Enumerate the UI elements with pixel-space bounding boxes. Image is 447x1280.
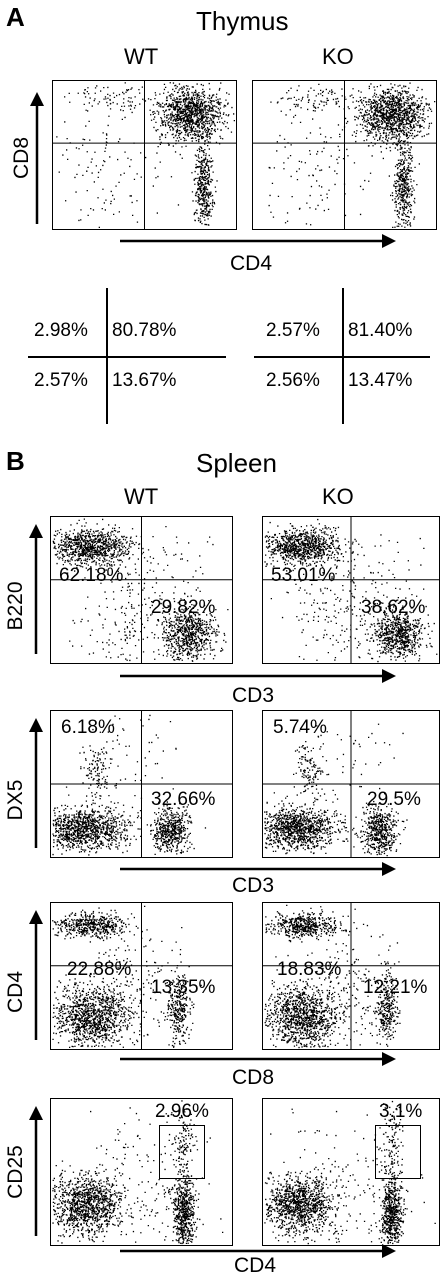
cd25-wt-gate [159, 1125, 205, 1179]
wt-ul-pct: 2.98% [34, 320, 88, 341]
cd4-wt-plot: 22.88% 13.35% [50, 902, 233, 1050]
dx5-wt-p1: 6.18% [61, 717, 115, 738]
dot-cloud [264, 518, 438, 663]
panel-a-wt-label: WT [124, 44, 159, 69]
panel-a-title: Thymus [196, 6, 289, 36]
ko-lr-pct: 13.47% [348, 370, 413, 391]
cd4-x-arrow-icon [120, 1052, 396, 1066]
dx5-x-arrow-icon [120, 862, 396, 876]
b220-ko-plot: 53.01% 38.62% [262, 516, 440, 664]
dx5-x-axis-label: CD3 [232, 874, 275, 897]
dot-cloud [268, 82, 436, 228]
dx5-wt-plot: 6.18% 32.66% [50, 710, 233, 858]
panel-a-letter: A [6, 2, 25, 32]
b220-y-arrow-icon [29, 524, 43, 654]
wt-ll-pct: 2.57% [34, 370, 88, 391]
wt-ur-pct: 80.78% [112, 320, 177, 341]
dx5-wt-p2: 32.66% [151, 789, 216, 810]
cd25-wt-p1: 2.96% [155, 1101, 209, 1122]
cd25-ko-p1: 3.1% [379, 1101, 423, 1122]
dx5-ko-plot: 5.74% 29.5% [262, 710, 440, 858]
cd4-y-axis-label: CD4 [4, 971, 27, 1014]
b220-ko-p2: 38.62% [361, 597, 426, 618]
b220-x-axis-label: CD3 [232, 684, 275, 707]
thymus-wt-plot [52, 80, 237, 230]
cd25-x-axis-label: CD4 [234, 1254, 277, 1277]
cd25-ko-plot: 3.1% [262, 1098, 440, 1246]
ko-ll-pct: 2.56% [266, 370, 320, 391]
panel-a-y-arrow-icon [30, 92, 44, 224]
cd25-ko-gate [375, 1125, 421, 1179]
dot-cloud [52, 1100, 224, 1245]
ko-table-hline [254, 356, 430, 358]
wt-lr-pct: 13.67% [112, 370, 177, 391]
dot-cloud [264, 904, 401, 1049]
dot-cloud [56, 82, 236, 228]
cd4-wt-p1: 22.88% [67, 959, 132, 980]
thymus-ko-plot [252, 80, 437, 230]
wt-table-hline [28, 356, 226, 358]
panel-b-wt-label: WT [124, 484, 159, 509]
panel-a-x-arrow-icon [120, 234, 396, 248]
cd25-wt-plot: 2.96% [50, 1098, 233, 1246]
cd4-ko-plot: 18.83% 12.21% [262, 902, 440, 1050]
dot-cloud [52, 518, 229, 662]
cd4-ko-p1: 18.83% [277, 959, 342, 980]
dx5-y-arrow-icon [29, 718, 43, 848]
panel-a-ko-label: KO [322, 44, 354, 69]
cd4-ko-p2: 12.21% [363, 977, 428, 998]
cd25-x-arrow-icon [120, 1244, 396, 1258]
panel-b-ko-label: KO [322, 484, 354, 509]
panel-b-letter: B [6, 446, 25, 476]
ko-ul-pct: 2.57% [266, 320, 320, 341]
dx5-y-axis-label: DX5 [4, 779, 27, 821]
b220-wt-p1: 62.18% [59, 565, 124, 586]
b220-x-arrow-icon [120, 669, 396, 683]
cd4-y-arrow-icon [29, 910, 43, 1040]
dot-cloud [52, 714, 207, 856]
dot-cloud [264, 1100, 436, 1245]
dot-cloud [264, 723, 408, 857]
b220-ko-p1: 53.01% [271, 565, 336, 586]
b220-wt-plot: 62.18% 29.82% [50, 516, 233, 664]
panel-b-title: Spleen [196, 448, 277, 478]
dx5-ko-p2: 29.5% [367, 789, 421, 810]
cd25-y-axis-label: CD25 [4, 1145, 27, 1199]
dx5-ko-p1: 5.74% [273, 717, 327, 738]
b220-y-axis-label: B220 [4, 581, 27, 631]
cd4-wt-p2: 13.35% [151, 977, 216, 998]
cd4-x-axis-label: CD8 [232, 1066, 275, 1089]
b220-wt-p2: 29.82% [151, 597, 216, 618]
ko-ur-pct: 81.40% [348, 320, 413, 341]
panel-a-x-axis-label: CD4 [230, 252, 273, 275]
cd25-y-arrow-icon [29, 1106, 43, 1236]
